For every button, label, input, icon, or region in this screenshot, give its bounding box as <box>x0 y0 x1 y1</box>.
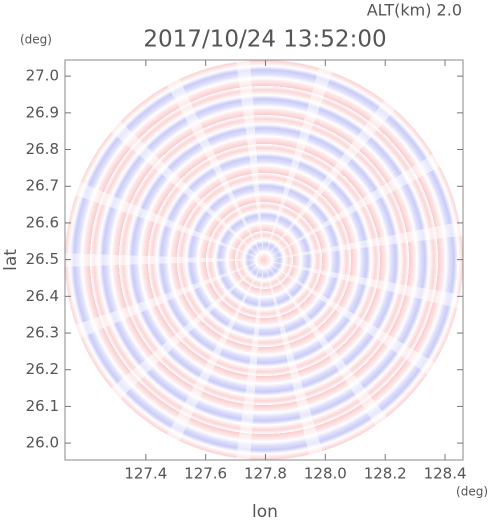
x-tick-label: 127.8 <box>244 465 287 483</box>
y-unit: (deg) <box>20 33 52 47</box>
radar-field <box>65 60 463 460</box>
x-tick-label: 127.4 <box>124 465 167 483</box>
x-unit: (deg) <box>456 485 488 499</box>
y-tick-label: 26.6 <box>26 213 59 231</box>
x-tick-label: 128.2 <box>364 465 407 483</box>
y-tick-label: 26.9 <box>26 103 59 121</box>
x-tick-label: 128.0 <box>304 465 347 483</box>
chart-title: 2017/10/24 13:52:00 <box>143 27 386 53</box>
y-tick-label: 26.5 <box>26 250 59 268</box>
y-tick-label: 26.4 <box>26 287 59 305</box>
y-tick-label: 26.7 <box>26 177 59 195</box>
y-tick-label: 26.3 <box>26 324 59 342</box>
x-tick-label: 127.6 <box>184 465 227 483</box>
y-tick-label: 26.1 <box>26 397 59 415</box>
x-tick-label: 128.4 <box>424 465 467 483</box>
y-axis-label: lat <box>1 249 21 271</box>
y-tick-label: 27.0 <box>26 67 59 85</box>
y-tick-label: 26.0 <box>26 434 59 452</box>
y-tick-label: 26.2 <box>26 360 59 378</box>
x-axis-label: lon <box>252 502 278 521</box>
subtitle: ALT(km) 2.0 <box>367 1 462 20</box>
plot-frame <box>64 59 464 461</box>
y-tick-label: 26.8 <box>26 140 59 158</box>
